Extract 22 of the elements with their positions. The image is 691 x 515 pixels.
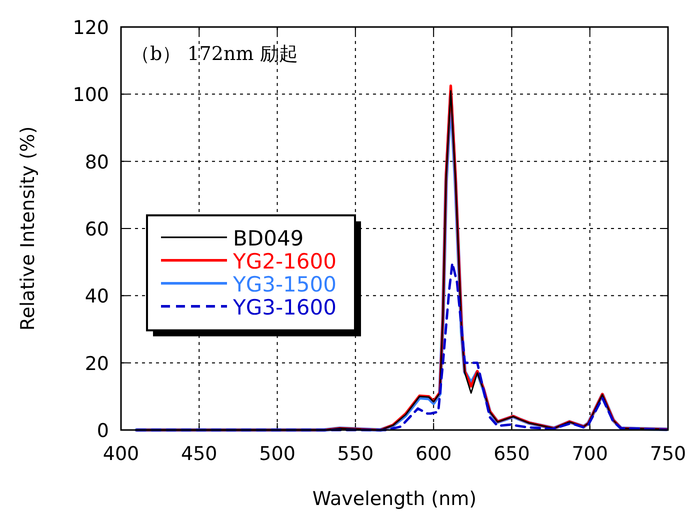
x-tick-label: 450: [181, 443, 218, 465]
legend-label: YG2-1600: [232, 249, 336, 274]
x-tick-label: 750: [650, 443, 686, 465]
x-tick-label: 400: [102, 443, 140, 465]
x-tick-label: 550: [337, 443, 374, 465]
y-tick-label: 0: [96, 420, 109, 442]
y-tick-label: 100: [72, 84, 109, 106]
y-tick-label: 80: [84, 151, 109, 174]
x-axis-title: Wavelength (nm): [312, 488, 477, 510]
y-tick-label: 40: [84, 286, 109, 308]
x-tick-label: 600: [415, 443, 452, 465]
legend-label: YG3-1500: [232, 272, 336, 296]
y-axis-title: Relative Intensity (%): [17, 126, 39, 331]
y-tick-label: 120: [72, 17, 109, 39]
x-tick-label: 500: [259, 443, 296, 465]
x-tick-label: 650: [494, 443, 530, 465]
legend-label: YG3-1600: [232, 295, 336, 320]
text: （b） 172nm 励起: [131, 43, 298, 65]
y-tick-label: 60: [84, 218, 109, 240]
y-tick-label: 20: [84, 352, 109, 375]
x-tick-label: 700: [572, 443, 608, 465]
legend-label: BD049: [233, 226, 304, 250]
